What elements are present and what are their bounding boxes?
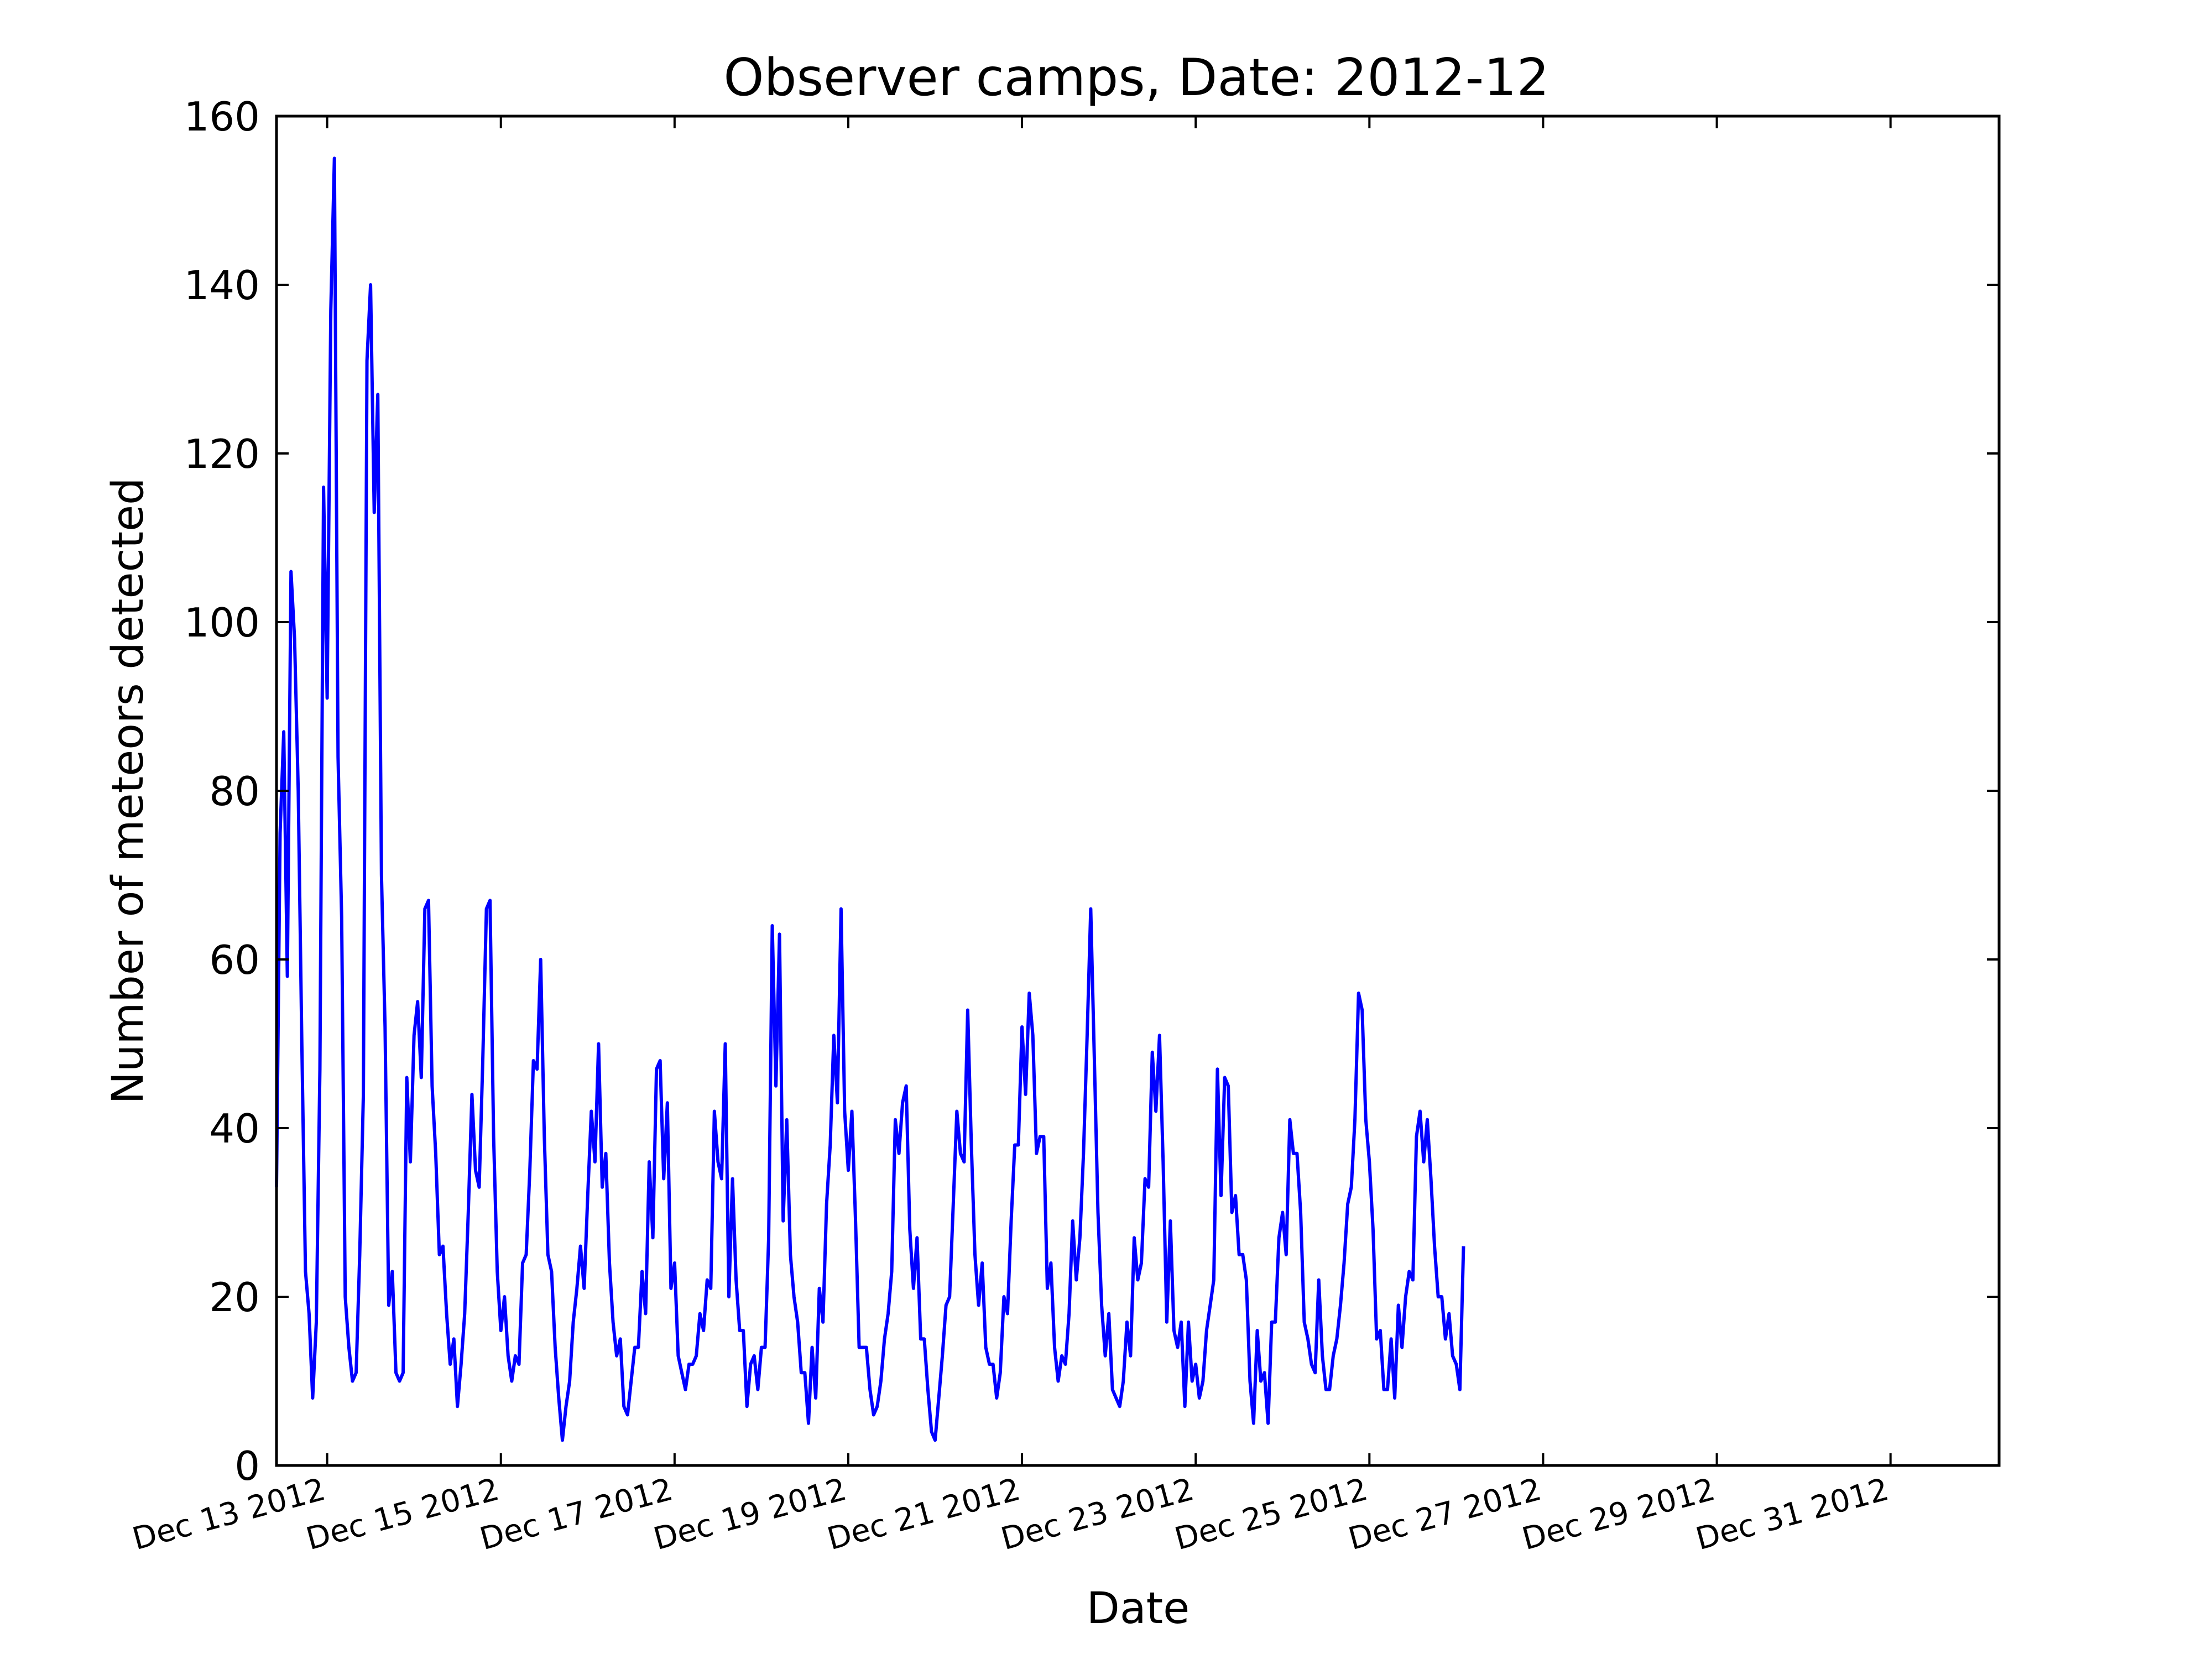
y-tick-label: 120 [184, 431, 260, 477]
y-tick-label: 160 [184, 93, 260, 140]
y-tick-label: 40 [209, 1105, 260, 1152]
series-layer [275, 156, 1465, 1442]
chart-title: Observer camps, Date: 2012-12 [723, 48, 1549, 107]
plot-frame [275, 114, 2001, 1467]
y-tick-label: 80 [209, 768, 260, 815]
series-line-0 [275, 156, 1465, 1442]
y-tick-label: 60 [209, 937, 260, 983]
y-axis-label: Number of meteors detected [103, 478, 153, 1104]
plot-background [276, 116, 1999, 1465]
y-tick-label: 0 [234, 1443, 260, 1489]
y-tick-label: 20 [209, 1274, 260, 1321]
y-tick-label: 140 [184, 262, 260, 309]
y-tick-label: 100 [184, 599, 260, 646]
x-axis-label: Date [1087, 1584, 1190, 1634]
y-axis-ticks: 0 20 40 60 80 100 120 140 160 [184, 93, 1999, 1489]
